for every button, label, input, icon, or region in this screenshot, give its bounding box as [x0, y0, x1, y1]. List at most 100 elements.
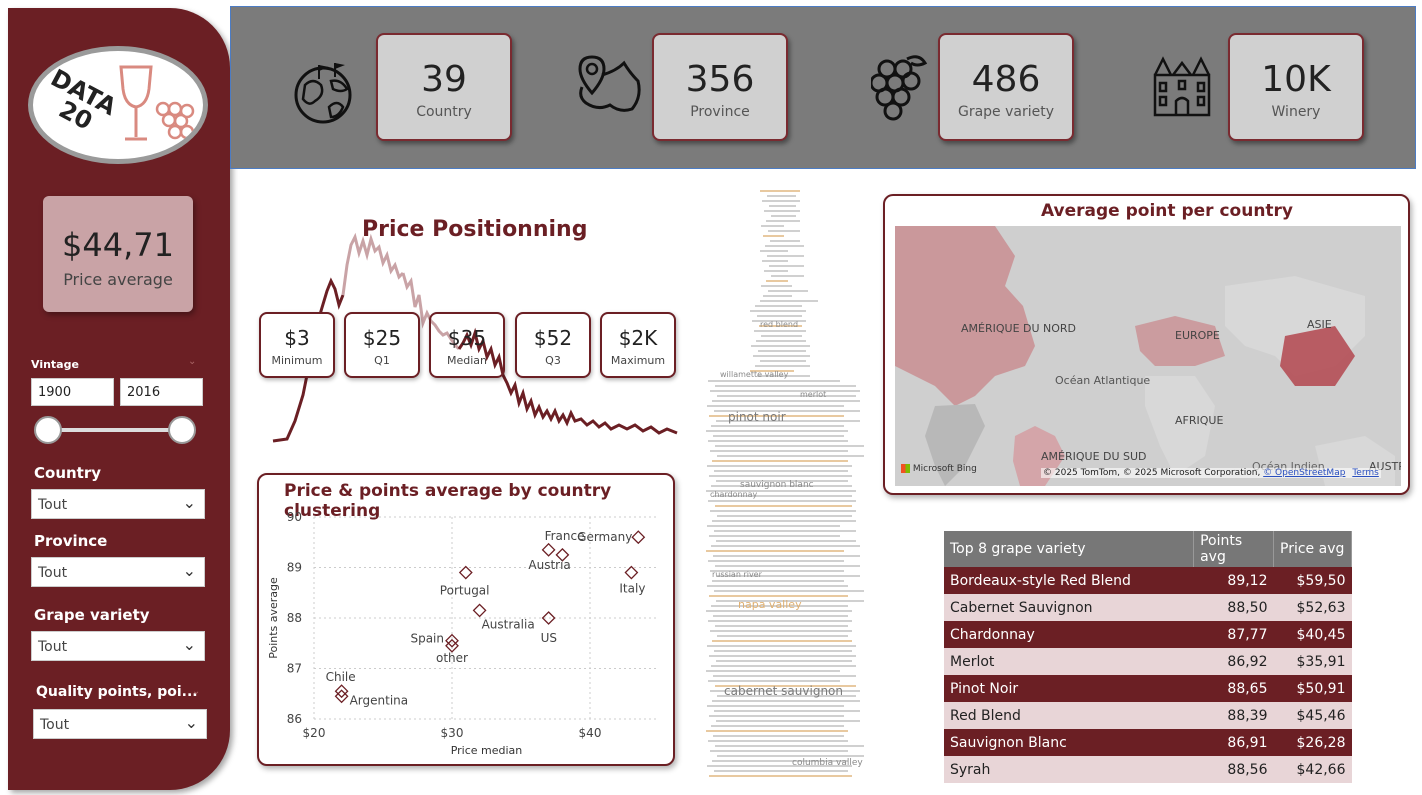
word-cloud-texture: [712, 580, 844, 582]
word-cloud-texture: [717, 455, 864, 457]
quartile-q1-label: Q1: [374, 354, 390, 367]
word-cloud-texture: [717, 635, 848, 637]
word-cloud-texture: [713, 675, 856, 677]
quartile-median-card: $35 Median: [429, 312, 505, 378]
word-cloud-texture: [707, 405, 844, 407]
word-cloud-texture: [764, 210, 800, 212]
scatter-point: [445, 633, 459, 648]
points-avg-cell: 86,92: [1193, 648, 1274, 675]
grape-variety-cell: Chardonnay: [944, 621, 1194, 648]
word-cloud-texture: [717, 695, 856, 697]
map-label: AMÉRIQUE DU NORD: [961, 322, 1077, 335]
logo: DATA 20: [28, 46, 208, 164]
word-cloud-texture: [707, 525, 840, 527]
word-cloud-texture: [710, 390, 860, 392]
province-filter-label: Province: [34, 532, 108, 550]
word-cloud-word[interactable]: napa valley: [738, 598, 802, 611]
scatter-point: [458, 565, 473, 580]
word-cloud-texture: [711, 605, 848, 607]
table-row[interactable]: Merlot 86,92 $35,91: [944, 648, 1352, 675]
word-cloud-word[interactable]: pinot noir: [728, 410, 786, 424]
quartile-q1-value: $25: [362, 326, 402, 350]
kpi-grape-variety-value: 486: [971, 59, 1041, 100]
word-cloud-texture: [716, 420, 860, 422]
sidebar: DATA 20 $44,71 Price average Vintage ⌄ 1…: [8, 8, 230, 790]
word-cloud-texture: [706, 610, 852, 612]
table-row[interactable]: Chardonnay 87,77 $40,45: [944, 621, 1352, 648]
word-cloud-texture: [709, 655, 856, 657]
word-cloud-texture: [711, 725, 844, 727]
terms-link[interactable]: Terms: [1352, 468, 1379, 478]
word-cloud-texture: [715, 505, 852, 507]
word-cloud-texture: [709, 595, 848, 597]
scatter-point: [334, 689, 349, 704]
word-cloud-texture: [709, 715, 844, 717]
word-cloud-texture: [714, 470, 848, 472]
word-cloud-word[interactable]: columbia valley: [792, 758, 863, 768]
scatter-point: [555, 547, 570, 562]
table-header[interactable]: Top 8 grape variety: [944, 531, 1195, 567]
word-cloud-texture: [758, 350, 806, 352]
table-row[interactable]: Bordeaux-style Red Blend 89,12 $59,50: [944, 567, 1352, 594]
kpi-winery-label: Winery: [1271, 104, 1321, 120]
point-label: Germany: [577, 530, 632, 544]
word-cloud-word[interactable]: sauvignon blanc: [740, 480, 814, 490]
word-cloud-word[interactable]: chardonnay: [710, 490, 758, 499]
world-map[interactable]: AMÉRIQUE DU NORD EUROPE ASIE Océan Atlan…: [895, 226, 1401, 486]
word-cloud-texture: [713, 555, 860, 557]
quality-points-filter-select[interactable]: Tout ⌄: [33, 709, 207, 739]
chevron-down-icon: ⌄: [184, 713, 198, 732]
points-avg-cell: 88,50: [1193, 594, 1274, 621]
quartile-min-label: Minimum: [271, 354, 323, 367]
osm-link[interactable]: © OpenStreetMap: [1263, 468, 1346, 478]
kpi-province-label: Province: [690, 104, 750, 120]
word-cloud-texture: [716, 720, 860, 722]
table-row[interactable]: Red Blend 88,39 $45,46: [944, 702, 1352, 729]
vintage-slider-track[interactable]: [38, 428, 178, 432]
quartile-max-label: Maximum: [610, 354, 666, 367]
word-cloud-texture: [710, 630, 852, 632]
vintage-to-input[interactable]: 2016: [120, 378, 203, 406]
table-row[interactable]: Syrah 88,56 $42,66: [944, 756, 1352, 783]
word-cloud-texture: [715, 745, 864, 747]
table-row[interactable]: Pinot Noir 88,65 $50,91: [944, 675, 1352, 702]
kpi-grape-variety-label: Grape variety: [957, 104, 1055, 120]
quartile-q3-card: $52 Q3: [515, 312, 591, 378]
price-avg-cell: $59,50: [1273, 567, 1352, 594]
map-attribution: © 2025 TomTom, © 2025 Microsoft Corporat…: [1041, 468, 1381, 478]
word-cloud-texture: [761, 285, 792, 287]
quartile-q3-label: Q3: [545, 354, 561, 367]
grape-variety-filter-select[interactable]: Tout ⌄: [31, 631, 205, 661]
table-row[interactable]: Cabernet Sauvignon 88,50 $52,63: [944, 594, 1352, 621]
country-filter-select[interactable]: Tout ⌄: [31, 489, 205, 519]
vintage-slider-max-handle[interactable]: [168, 416, 196, 444]
word-cloud-texture: [757, 375, 810, 377]
word-cloud-word[interactable]: merlot: [800, 390, 827, 399]
word-cloud-texture: [714, 410, 860, 412]
vintage-from-input[interactable]: 1900: [31, 378, 114, 406]
word-cloud-texture: [706, 490, 856, 492]
word-cloud-texture: [716, 480, 848, 482]
word-cloud-word[interactable]: willamette valley: [720, 370, 789, 379]
quality-points-filter-value: Tout: [40, 717, 70, 733]
word-cloud-texture: [709, 775, 852, 777]
vintage-slider-min-handle[interactable]: [34, 416, 62, 444]
word-cloud-texture: [712, 760, 848, 762]
table-header[interactable]: Price avg: [1273, 531, 1352, 567]
word-cloud-texture: [768, 230, 800, 232]
price-average-card: $44,71 Price average: [43, 196, 193, 312]
word-cloud-word[interactable]: russian river: [712, 570, 762, 579]
word-cloud-texture: [764, 270, 788, 272]
province-filter-select[interactable]: Tout ⌄: [31, 557, 205, 587]
table-header[interactable]: Points avg: [1193, 531, 1275, 567]
point-label: France: [545, 529, 585, 543]
word-cloud-texture: [707, 705, 844, 707]
word-cloud-texture: [759, 325, 802, 327]
word-cloud-texture: [713, 435, 844, 437]
chevron-down-icon[interactable]: ⌄: [188, 356, 197, 367]
table-row[interactable]: Sauvignon Blanc 86,91 $26,28: [944, 729, 1352, 756]
price-positioning-title: Price Positionning: [362, 217, 588, 242]
chevron-down-icon[interactable]: ⌄: [192, 686, 201, 697]
word-cloud-word[interactable]: cabernet sauvignon: [724, 684, 843, 698]
word-cloud-word[interactable]: red blend: [760, 320, 799, 329]
